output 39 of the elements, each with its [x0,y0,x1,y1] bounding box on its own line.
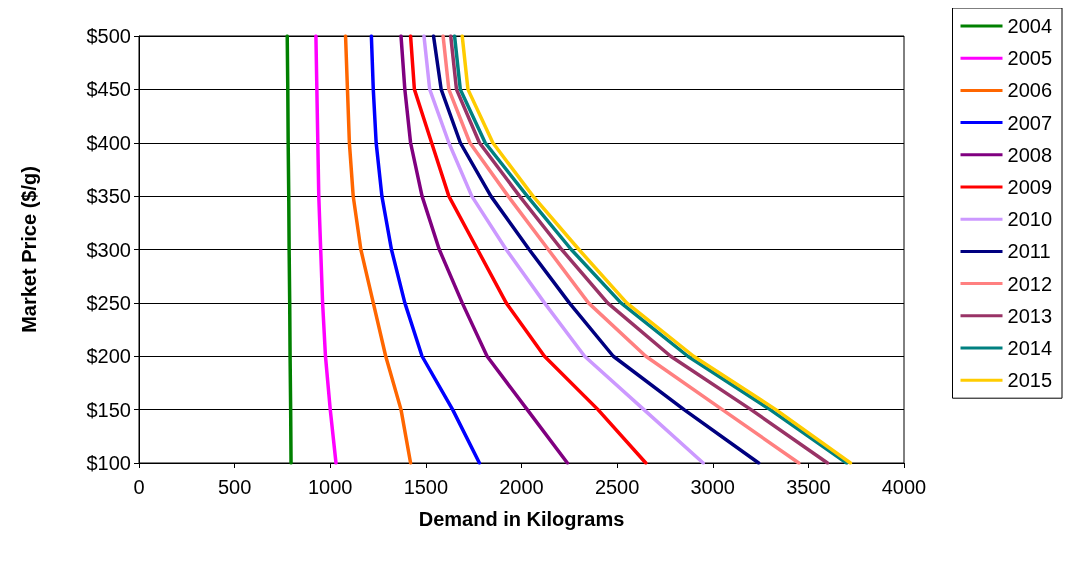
line-series [408,34,648,465]
y-tick-label: $400 [86,131,131,154]
y-axis-title: Market Price ($/g) [18,166,40,333]
legend-label: 2011 [1007,240,1051,263]
legend-label: 2015 [1007,369,1053,392]
line-series [422,34,705,465]
y-tick-label: $100 [86,452,131,474]
line-series [314,34,338,465]
y-tick-label: $200 [86,345,131,368]
x-tick-label: 2000 [499,476,544,498]
legend-label: 2010 [1007,208,1053,231]
legend-label: 2004 [1007,15,1053,37]
x-tick-label: 500 [217,476,252,498]
x-tick-label: 1000 [308,476,353,498]
x-tick-label: 0 [133,476,145,498]
y-tick-label: $350 [86,185,131,208]
legend-label: 2009 [1007,176,1053,198]
line-series [369,34,482,465]
legend-label: 2007 [1007,111,1053,134]
line-series [399,34,570,465]
legend-label: 2014 [1007,337,1053,359]
line-series [343,34,413,465]
y-tick-label: $500 [86,25,131,47]
line-series [285,34,293,465]
x-tick-label: 1500 [403,476,449,498]
y-tick-label: $250 [86,291,131,314]
y-tick-label: $300 [86,238,131,261]
legend-label: 2012 [1007,272,1053,295]
x-axis-title: Demand in Kilograms [418,508,625,530]
y-tick-label: $450 [86,78,131,101]
x-tick-label: 4000 [881,476,927,498]
legend-label: 2005 [1007,47,1053,70]
legend-label: 2008 [1007,143,1053,166]
x-tick-label: 3000 [690,476,735,498]
x-tick-label: 3500 [786,476,831,498]
legend-label: 2006 [1007,79,1053,102]
legend-label: 2013 [1007,304,1053,327]
y-tick-label: $150 [86,398,131,421]
x-tick-label: 2500 [594,476,640,498]
